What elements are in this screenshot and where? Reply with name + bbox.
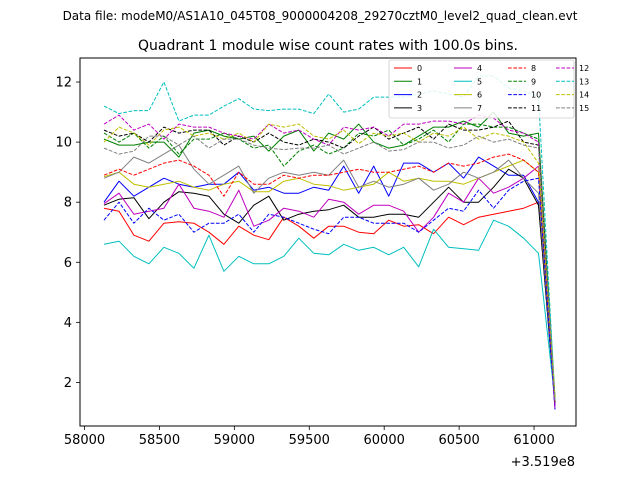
series-line-3	[103, 168, 556, 404]
legend-label-3: 3	[417, 104, 422, 113]
legend-label-9: 9	[531, 77, 536, 86]
chart-title: Quadrant 1 module wise count rates with …	[138, 38, 518, 54]
legend-label-11: 11	[531, 104, 541, 113]
legend-label-0: 0	[417, 64, 422, 73]
x-tick-label: 59500	[289, 433, 330, 448]
y-tick-label: 10	[55, 136, 72, 151]
legend-label-15: 15	[579, 104, 589, 113]
series-line-1	[103, 111, 556, 398]
legend-label-12: 12	[579, 64, 589, 73]
legend-label-4: 4	[477, 64, 482, 73]
series-line-14	[103, 123, 556, 398]
series-line-15	[103, 135, 556, 401]
series-line-5	[103, 219, 556, 401]
x-tick-label: 58000	[64, 433, 105, 448]
legend-label-7: 7	[477, 104, 482, 113]
figure-suptitle: Data file: modeM0/AS1A10_045T08_90000042…	[63, 9, 578, 23]
legend-frame	[388, 59, 575, 119]
y-axis: 2 4 6 8 10 12	[55, 76, 80, 391]
plot-frame	[79, 57, 577, 427]
legend-label-8: 8	[531, 64, 536, 73]
y-tick-label: 12	[55, 76, 72, 91]
legend-label-10: 10	[531, 91, 541, 100]
y-tick-label: 2	[64, 376, 72, 391]
x-tick-label: 60500	[438, 433, 479, 448]
x-tick-label: 58500	[139, 433, 180, 448]
series-line-0	[103, 201, 556, 398]
legend-label-13: 13	[579, 77, 589, 86]
series-line-11	[103, 120, 556, 404]
legend-label-1: 1	[417, 77, 422, 86]
x-tick-label: 59000	[214, 433, 255, 448]
legend-label-6: 6	[477, 91, 482, 100]
series-line-10	[103, 177, 556, 410]
y-tick-label: 4	[64, 316, 72, 331]
x-tick-label: 60000	[364, 433, 405, 448]
series-layer	[103, 75, 556, 410]
x-axis: 58000 58500 59000 59500 60000 60500 61000	[64, 426, 555, 448]
y-tick-label: 6	[64, 256, 72, 271]
x-offset-label: +3.519e8	[511, 455, 575, 470]
legend-label-5: 5	[477, 77, 482, 86]
series-line-8	[103, 153, 556, 404]
series-line-9	[103, 123, 556, 401]
x-tick-label: 61000	[513, 433, 554, 448]
legend-label-2: 2	[417, 91, 422, 100]
y-tick-label: 8	[64, 196, 72, 211]
legend-label-14: 14	[579, 91, 589, 100]
